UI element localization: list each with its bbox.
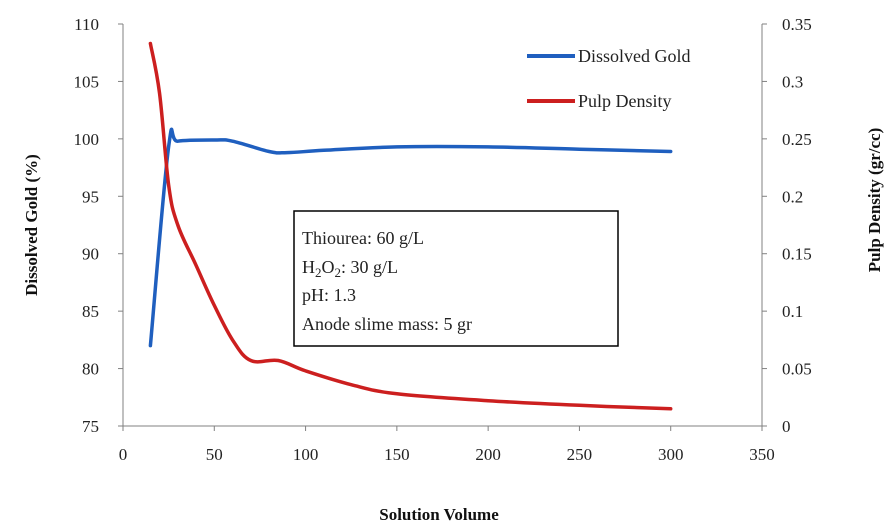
x-tick-label: 150 [384,445,410,464]
y-right-tick-label: 0.2 [782,187,803,206]
x-tick-label: 350 [749,445,775,464]
x-tick-label: 300 [658,445,684,464]
y-left-tick-label: 85 [82,302,99,321]
annotation-box [293,210,619,347]
legend-label-dissolved-gold: Dissolved Gold [578,46,691,66]
right-axis-title: Pulp Density (gr/cc) [865,128,884,272]
left-axis-title: Dissolved Gold (%) [22,154,41,296]
annotation-h2o2-value: : 30 g/L [341,257,398,277]
y-right-tick-label: 0.3 [782,72,803,91]
annotation-h2o2-sub2: 2 [335,265,342,280]
annotation-h2o2-sub1: 2 [315,265,322,280]
x-tick-label: 0 [119,445,128,464]
annotation-thiourea: Thiourea: 60 g/L [302,228,424,248]
y-right-tick-label: 0.05 [782,360,812,379]
y-left-tick-label: 95 [82,187,99,206]
series-line-dissolved-gold [148,127,673,348]
y-left-tick-label: 110 [74,15,99,34]
conditions-annotation: Thiourea: 60 g/L H2O2: 30 g/L pH: 1.3 An… [293,210,619,347]
x-tick-label: 50 [206,445,223,464]
y-right-tick-label: 0.15 [782,245,812,264]
y-right-tick-label: 0.35 [782,15,812,34]
y-right-tick-label: 0.25 [782,130,812,149]
y-left-tick-label: 105 [74,72,100,91]
series-line-pulp-density [148,41,673,411]
y-left-tick-label: 100 [74,130,100,149]
x-axis-title: Solution Volume [379,505,499,524]
annotation-slime-mass: Anode slime mass: 5 gr [302,314,472,334]
annotation-h2o2: H2O2: 30 g/L [302,257,398,280]
y-right-tick-label: 0.1 [782,302,803,321]
legend-label-pulp-density: Pulp Density [578,91,672,111]
x-tick-label: 250 [567,445,593,464]
y-left-tick-label: 80 [82,360,99,379]
legend: Dissolved Gold Pulp Density [527,46,691,111]
y-left-tick-label: 90 [82,245,99,264]
x-tick-label: 100 [293,445,319,464]
annotation-ph: pH: 1.3 [302,285,356,305]
y-left-tick-label: 75 [82,417,99,436]
annotation-h2o2-h: H [302,257,315,277]
annotation-h2o2-o: O [322,257,335,277]
y-right-tick-label: 0 [782,417,791,436]
x-tick-label: 200 [475,445,501,464]
